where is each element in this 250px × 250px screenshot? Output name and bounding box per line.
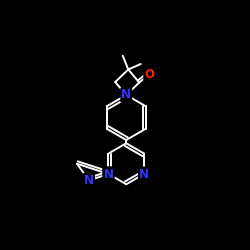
Text: N: N [104,168,114,180]
Text: O: O [144,68,154,81]
Text: N: N [84,174,94,187]
Text: N: N [139,168,149,180]
Text: N: N [104,168,114,180]
Text: N: N [121,88,131,102]
